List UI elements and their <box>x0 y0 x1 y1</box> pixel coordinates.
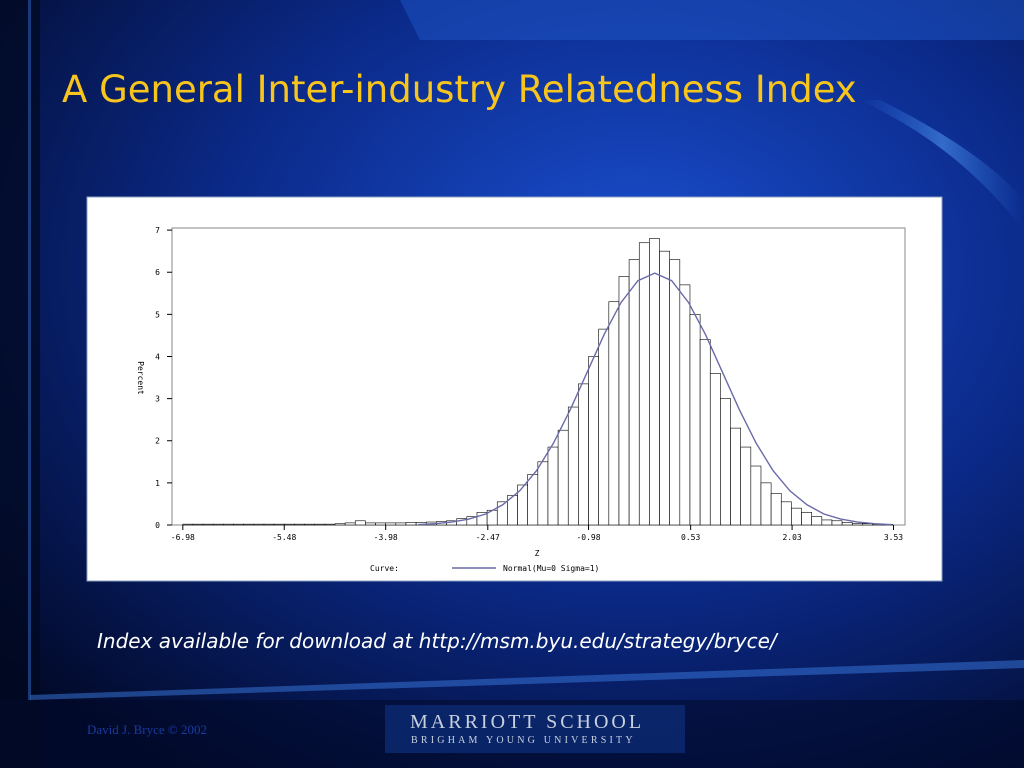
histogram-bar <box>405 522 417 526</box>
histogram-bar <box>527 474 539 526</box>
y-tick-label: 7 <box>155 226 160 235</box>
histogram-bar <box>537 461 549 526</box>
histogram-bar <box>557 429 569 526</box>
histogram-bar <box>709 373 721 526</box>
histogram-bar <box>821 519 833 526</box>
histogram-bar <box>770 493 782 526</box>
y-axis-label: Percent <box>136 361 145 395</box>
x-tick-label: -3.98 <box>374 533 398 542</box>
legend-label: Normal(Mu=0 Sigma=1) <box>503 564 599 573</box>
x-tick-label: -2.47 <box>476 533 500 542</box>
y-tick-label: 2 <box>155 437 160 446</box>
histogram-bar <box>659 250 670 526</box>
histogram-bar <box>192 523 204 526</box>
histogram-bar <box>233 523 244 526</box>
x-tick-label: -6.98 <box>171 533 195 542</box>
histogram-bar <box>202 523 214 526</box>
decor <box>28 0 31 700</box>
logo-box <box>385 705 685 753</box>
histogram-bar <box>791 507 802 526</box>
histogram-bar <box>588 356 599 526</box>
histogram-bar <box>831 520 843 526</box>
histogram-bar <box>344 522 356 526</box>
chart: 0 1 2 3 4 5 6 7 -6.98 -5.48 -3.98 -2.47 -0.98 0.53 2.0… <box>136 226 906 573</box>
y-tick-label: 0 <box>155 521 160 530</box>
y-tick-label: 5 <box>155 310 160 319</box>
histogram-bar <box>679 284 691 526</box>
histogram-bar <box>263 523 275 526</box>
histogram-bar <box>294 523 305 526</box>
histogram-bar <box>689 314 701 526</box>
histogram-bar <box>395 522 407 526</box>
histogram-bar <box>618 276 630 526</box>
histogram-bar <box>253 523 265 526</box>
histogram-bar <box>638 242 650 526</box>
y-tick-label: 1 <box>155 479 160 488</box>
histogram-bar <box>223 523 234 526</box>
y-tick-label: 6 <box>155 268 160 277</box>
histogram-bar <box>801 512 812 526</box>
histogram-bar <box>354 520 366 526</box>
histogram-bar <box>547 446 559 526</box>
normal-curve <box>418 272 892 526</box>
download-note: Index available for download at http://m… <box>97 629 779 653</box>
histogram-bar <box>567 406 579 526</box>
histogram-bar <box>750 465 762 526</box>
histogram-bar <box>851 523 863 526</box>
histogram-bar <box>780 501 792 526</box>
x-tick-label: -5.48 <box>272 533 296 542</box>
x-axis-label: Z <box>535 549 540 558</box>
histogram-bar <box>760 482 772 526</box>
slide-title: A General Inter-industry Relatedness Ind… <box>62 68 857 111</box>
histogram-bar <box>699 339 711 526</box>
histogram-bar <box>598 328 610 526</box>
histogram-bar <box>841 522 853 526</box>
histogram-bar <box>811 516 823 526</box>
histogram-bar <box>314 523 326 526</box>
footer-credit: David J. Bryce © 2002 <box>87 722 207 737</box>
left-band <box>0 0 40 768</box>
decor <box>30 660 1024 700</box>
histogram-bar <box>212 523 224 526</box>
histogram-bar <box>375 522 386 526</box>
x-tick-label: 3.53 <box>884 533 903 542</box>
logo-main: MARRIOTT SCHOOL <box>410 711 644 733</box>
y-tick-label: 3 <box>155 395 160 404</box>
histogram-bar <box>283 523 295 526</box>
histogram-bar <box>720 398 731 526</box>
logo-sub: BRIGHAM YOUNG UNIVERSITY <box>411 735 636 746</box>
histogram-bar <box>628 259 640 526</box>
y-tick-label: 4 <box>155 352 160 361</box>
histogram-bar <box>740 446 752 526</box>
histogram-bar <box>730 427 741 526</box>
histogram-bar <box>334 523 346 526</box>
legend-title: Curve: <box>370 564 399 573</box>
histogram-bar <box>365 522 376 526</box>
x-tick-label: -0.98 <box>576 533 600 542</box>
histogram-bar <box>304 523 315 526</box>
histogram-bar <box>273 523 285 526</box>
histogram-bar <box>243 523 255 526</box>
x-tick-label: 0.53 <box>681 533 700 542</box>
histogram-bar <box>324 523 336 526</box>
histogram-bar <box>669 259 681 526</box>
decor <box>400 0 1024 40</box>
histogram-bar <box>649 238 660 526</box>
histogram-bar <box>385 522 397 526</box>
histogram-bar <box>182 523 194 526</box>
x-tick-label: 2.03 <box>782 533 801 542</box>
histogram-bar <box>608 301 620 526</box>
histogram-bar <box>578 383 589 526</box>
